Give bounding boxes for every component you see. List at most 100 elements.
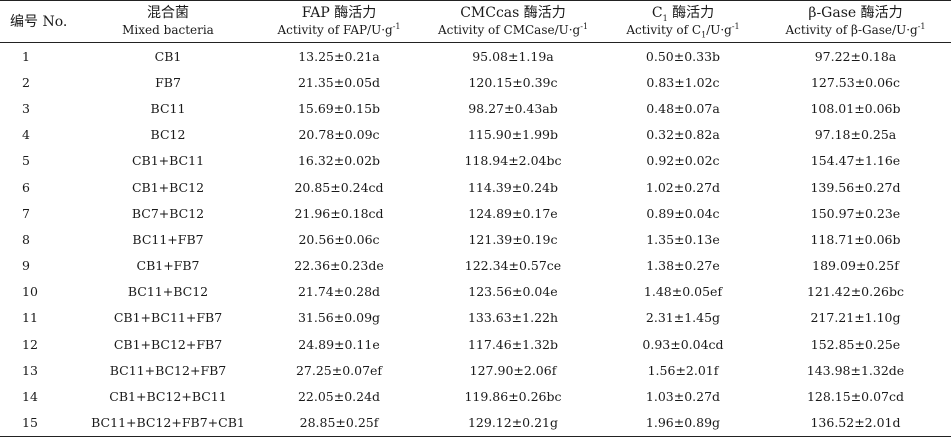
cell-c1-activity: 1.48±0.05ef [643, 284, 723, 300]
cell-number: 3 [22, 100, 30, 116]
cell-cmcase-activity: 121.39±0.19c [468, 231, 558, 247]
header-c1-unit-exponent: -1 [731, 22, 740, 31]
header-beta-gase: β-Gase 酶活力 Activity of β-Gase/U·g-1 [760, 0, 951, 43]
table-row: 9 CB1+FB7 22.36±0.23de 122.34±0.57ce 1.38±0.… [0, 253, 951, 279]
header-beta-gase-zh: β-Gase 酶活力 [808, 5, 903, 21]
cell-cmcase-activity: 117.46±1.32b [467, 336, 559, 352]
header-mixed-bacteria-en: Mixed bacteria [122, 23, 214, 37]
cell-c1-activity: 1.56±2.01f [647, 362, 719, 378]
cell-number: 2 [22, 74, 30, 90]
cell-c1-activity: 1.02±0.27d [645, 179, 721, 195]
header-c1-zh: C1 酶活力 [606, 4, 760, 22]
header-c1: C1 酶活力 Activity of C1/U·g-1 [606, 0, 760, 43]
cell-cmcase-activity: 123.56±0.04e [468, 284, 558, 300]
cell-c1-activity: 1.96±0.89g [606, 409, 760, 437]
cell-c1-activity: 0.89±0.04c [646, 205, 720, 221]
cell-beta-gase-activity: 127.53±0.06c [810, 74, 901, 90]
header-cmcase-unit-exponent: -1 [580, 22, 589, 31]
cell-beta-gase-activity: 139.56±0.27d [810, 179, 901, 195]
cell-beta-gase-activity: 154.47±1.16e [810, 153, 901, 169]
cell-mixed-bacteria: CB1+BC11 [131, 153, 205, 169]
cell-number: 5 [22, 153, 30, 169]
cell-number: 1 [22, 48, 30, 64]
cell-fap-activity: 22.36±0.23de [294, 258, 384, 274]
table-row: 12 CB1+BC12+FB7 24.89±0.11e 117.46±1.32b 0.9… [0, 331, 951, 357]
cell-beta-gase-activity: 150.97±0.23e [810, 205, 901, 221]
cell-mixed-bacteria: BC7+BC12 [131, 205, 205, 221]
table-body: 1 CB1 13.25±0.21a 95.08±1.19a 0.50±0.33b 97.2… [0, 43, 951, 437]
cell-cmcase-activity: 95.08±1.19a [472, 48, 554, 64]
cell-fap-activity: 13.25±0.21a [298, 48, 380, 64]
header-c1-zh-pre: C [651, 5, 663, 21]
header-fap-en-text: Activity of FAP/U·g [277, 23, 393, 37]
cell-c1-activity: 0.32±0.82a [646, 127, 720, 143]
cell-c1-activity: 0.83±1.02c [646, 74, 720, 90]
header-c1-en: Activity of C1/U·g-1 [606, 22, 760, 39]
cell-cmcase-activity: 122.34±0.57ce [464, 258, 562, 274]
cell-fap-activity: 22.05±0.24d [297, 389, 381, 405]
header-fap: FAP 酶活力 Activity of FAP/U·g-1 [258, 0, 420, 43]
header-fap-unit-exponent: -1 [392, 22, 401, 31]
cell-cmcase-activity: 133.63±1.22h [467, 310, 559, 326]
cell-cmcase-activity: 98.27±0.43ab [468, 100, 558, 116]
header-beta-gase-en: Activity of β-Gase/U·g-1 [760, 22, 951, 38]
header-cmcase-zh: CMCcas 酶活力 [460, 5, 566, 21]
cell-beta-gase-activity: 189.09±0.25f [812, 258, 899, 274]
cell-number: 9 [22, 258, 30, 274]
cell-mixed-bacteria: BC12 [150, 127, 186, 143]
table-row: 5 CB1+BC11 16.32±0.02b 118.94±2.04bc 0.92±0.… [0, 148, 951, 174]
cell-beta-gase-activity: 108.01±0.06b [810, 100, 901, 116]
cell-mixed-bacteria: CB1+BC12+BC11 [109, 389, 227, 405]
cell-fap-activity: 27.25±0.07ef [295, 362, 383, 378]
cell-beta-gase-activity: 143.98±1.32de [806, 362, 905, 378]
cell-beta-gase-activity: 217.21±1.10g [810, 310, 901, 326]
table-row: 14 CB1+BC12+BC11 22.05±0.24d 119.86±0.26bc 1… [0, 383, 951, 409]
cell-mixed-bacteria: BC11+FB7 [132, 231, 204, 247]
cell-beta-gase-activity: 121.42±0.26bc [806, 284, 905, 300]
table-row: 2 FB7 21.35±0.05d 120.15±0.39c 0.83±1.02c 127… [0, 69, 951, 95]
cell-c1-activity: 1.35±0.13e [646, 231, 720, 247]
cell-cmcase-activity: 119.86±0.26bc [464, 389, 562, 405]
cell-fap-activity: 15.69±0.15b [297, 100, 381, 116]
header-c1-zh-post: 酶活力 [667, 5, 715, 21]
header-number: 编号 No. [0, 0, 78, 43]
cell-beta-gase-activity: 97.22±0.18a [814, 48, 897, 64]
table-row: 3 BC11 15.69±0.15b 98.27±0.43ab 0.48±0.07a 10… [0, 95, 951, 121]
cell-number: 14 [22, 389, 38, 405]
header-beta-gase-en-text: Activity of β-Gase/U·g [785, 23, 918, 37]
cell-c1-activity: 0.48±0.07a [646, 100, 720, 116]
cell-number: 8 [22, 231, 30, 247]
cell-c1-activity: 1.38±0.27e [646, 258, 720, 274]
cell-number: 6 [22, 179, 30, 195]
cell-cmcase-activity: 124.89±0.17e [468, 205, 558, 221]
cell-number: 12 [22, 336, 38, 352]
cell-fap-activity: 20.56±0.06c [298, 231, 380, 247]
table-row: 10 BC11+BC12 21.74±0.28d 123.56±0.04e 1.48±0… [0, 279, 951, 305]
cell-mixed-bacteria: BC11+BC12+FB7+CB1 [78, 409, 258, 437]
table-row: 1 CB1 13.25±0.21a 95.08±1.19a 0.50±0.33b 97.2… [0, 43, 951, 70]
header-cmcase-en-text: Activity of CMCase/U·g [437, 23, 581, 37]
cell-fap-activity: 20.85±0.24cd [294, 179, 384, 195]
header-fap-zh: FAP 酶活力 [301, 5, 377, 21]
cell-fap-activity: 28.85±0.25f [258, 409, 420, 437]
header-c1-en-post: /U·g [706, 23, 732, 37]
header-cmcase: CMCcas 酶活力 Activity of CMCase/U·g-1 [420, 0, 606, 43]
cell-mixed-bacteria: CB1+BC12+FB7 [113, 336, 223, 352]
cell-mixed-bacteria: BC11+BC12 [127, 284, 209, 300]
cell-number: 11 [22, 310, 38, 326]
table-row: 11 CB1+BC11+FB7 31.56±0.09g 133.63±1.22h 2.3… [0, 305, 951, 331]
header-mixed-bacteria-zh: 混合菌 [147, 5, 189, 21]
cell-cmcase-activity: 120.15±0.39c [468, 74, 558, 90]
cell-beta-gase-activity: 118.71±0.06b [810, 231, 901, 247]
cell-number: 7 [22, 205, 30, 221]
table-header: 编号 No. 混合菌 Mixed bacteria FAP 酶活力 Activi… [0, 0, 951, 43]
cell-fap-activity: 21.74±0.28d [297, 284, 381, 300]
header-c1-en-pre: Activity of C [626, 23, 702, 37]
header-fap-en: Activity of FAP/U·g-1 [258, 22, 420, 38]
cell-mixed-bacteria: CB1 [154, 48, 182, 64]
cell-cmcase-activity: 118.94±2.04bc [464, 153, 562, 169]
header-cmcase-en: Activity of CMCase/U·g-1 [420, 22, 606, 38]
cell-beta-gase-activity: 136.52±2.01d [760, 409, 951, 437]
table-row: 13 BC11+BC12+FB7 27.25±0.07ef 127.90±2.06f 1… [0, 357, 951, 383]
